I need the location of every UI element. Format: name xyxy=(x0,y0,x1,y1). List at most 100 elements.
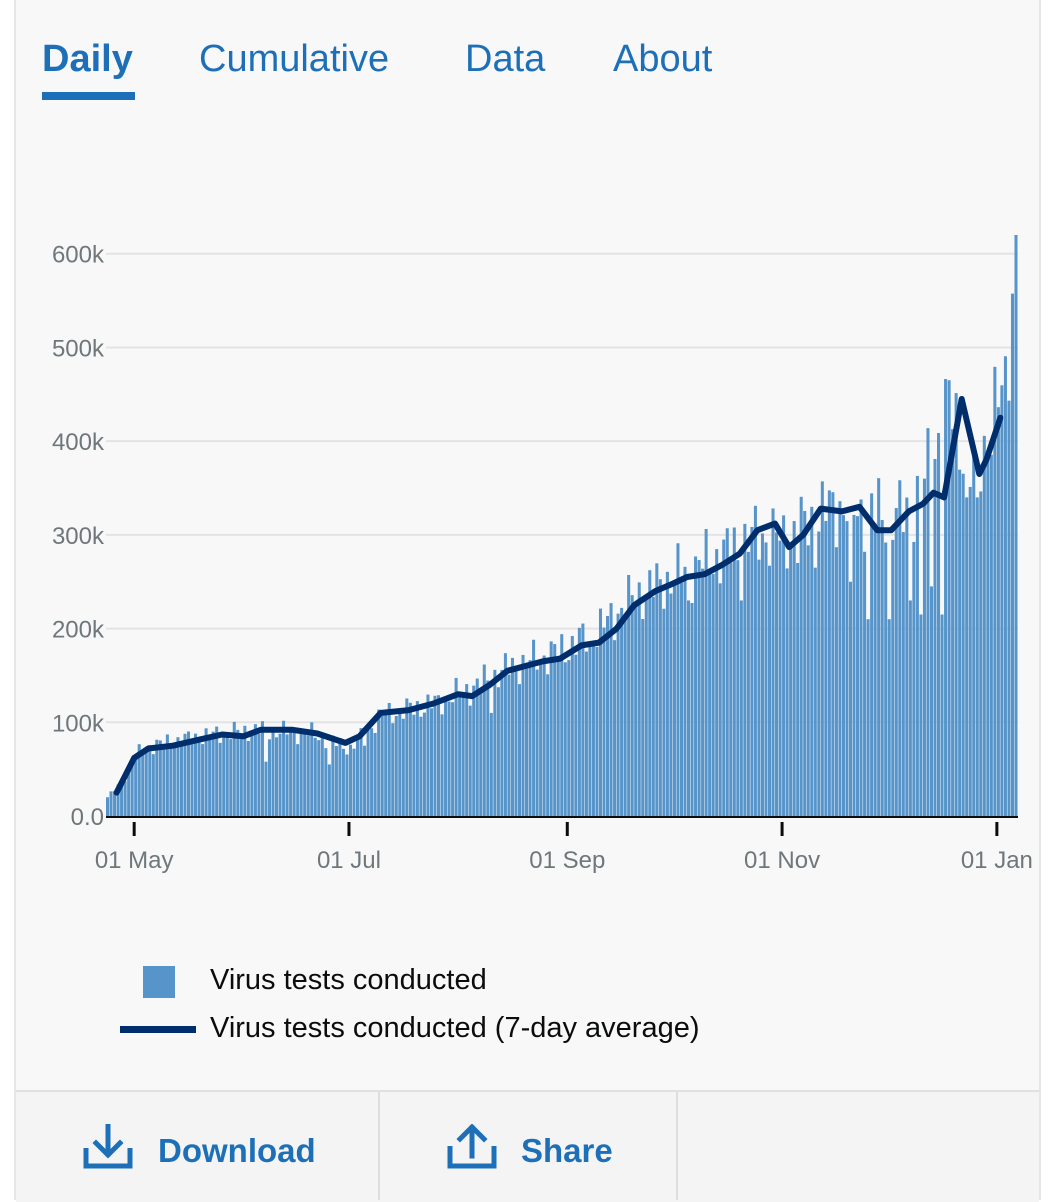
data-bar xyxy=(415,701,419,816)
tab-about[interactable]: About xyxy=(613,38,713,80)
data-bar xyxy=(250,733,254,816)
data-bar xyxy=(257,733,261,816)
data-bar xyxy=(296,744,300,816)
data-bar xyxy=(348,744,352,816)
data-bar xyxy=(165,734,169,816)
data-bar xyxy=(440,714,444,816)
tab-daily[interactable]: Daily xyxy=(42,38,133,80)
data-bar xyxy=(211,731,215,816)
tab-data[interactable]: Data xyxy=(465,38,546,80)
data-bar xyxy=(796,562,800,816)
data-bar xyxy=(405,698,409,816)
data-bar xyxy=(123,781,127,816)
data-bar xyxy=(718,583,722,816)
data-bar xyxy=(894,508,898,816)
data-bar xyxy=(134,755,138,816)
data-bar xyxy=(356,738,360,816)
data-bar xyxy=(517,684,522,816)
data-bar xyxy=(151,754,155,816)
data-bar xyxy=(613,640,617,816)
download-label: Download xyxy=(158,1132,316,1169)
data-bar xyxy=(704,529,708,816)
footer-actions: Download Share xyxy=(16,1090,1039,1202)
data-bar xyxy=(736,560,740,816)
data-bar xyxy=(186,731,191,816)
data-bar xyxy=(278,733,282,816)
data-bar xyxy=(130,763,134,816)
data-bar xyxy=(489,712,493,816)
data-bar xyxy=(479,688,483,816)
data-bar xyxy=(996,407,1000,816)
data-bar xyxy=(412,714,416,816)
data-bar xyxy=(507,674,511,816)
data-bar xyxy=(905,497,909,816)
data-bar xyxy=(771,508,775,816)
data-bar xyxy=(975,497,979,816)
data-bar xyxy=(598,608,602,816)
data-bar xyxy=(292,730,296,816)
data-bar xyxy=(870,493,874,816)
data-bar xyxy=(683,566,687,816)
share-button[interactable]: Share xyxy=(380,1092,678,1200)
data-bar xyxy=(204,728,208,816)
data-bar xyxy=(810,506,814,816)
data-bar xyxy=(271,727,275,816)
data-bar xyxy=(644,595,648,816)
data-bar xyxy=(866,619,870,816)
data-bar xyxy=(155,739,159,816)
data-bar xyxy=(584,651,588,816)
average-line xyxy=(113,396,1004,796)
x-tick-label: 01 Nov xyxy=(744,847,820,874)
tab-cumulative[interactable]: Cumulative xyxy=(199,38,390,80)
data-bar xyxy=(746,551,750,816)
data-bar xyxy=(528,660,532,816)
data-bar xyxy=(433,695,437,816)
data-bar xyxy=(922,478,926,816)
data-bar xyxy=(901,532,905,816)
data-bar xyxy=(581,623,585,816)
data-bar xyxy=(408,702,412,816)
data-bar xyxy=(616,613,620,816)
data-bar xyxy=(310,722,314,816)
data-bar xyxy=(394,716,398,816)
data-bar xyxy=(239,734,243,816)
data-bar xyxy=(380,713,384,816)
data-bar xyxy=(127,766,131,816)
data-bar xyxy=(873,523,877,816)
data-bar xyxy=(588,642,592,816)
data-bar xyxy=(267,739,272,816)
data-bar xyxy=(317,740,321,816)
data-bar xyxy=(327,764,331,816)
chart-panel: Daily Cumulative Data About 0.0 100k 200k 3… xyxy=(14,0,1041,1202)
y-tick-label: 100k xyxy=(52,710,105,737)
data-bar xyxy=(282,720,286,816)
data-bar xyxy=(243,725,247,816)
data-bar xyxy=(831,492,835,816)
legend-line-label: Virus tests conducted (7-day average) xyxy=(210,1012,700,1044)
legend-bar-label: Virus tests conducted xyxy=(210,964,487,996)
data-bar xyxy=(908,600,912,816)
data-bar xyxy=(313,737,317,816)
data-bar xyxy=(377,709,381,816)
tab-bar: Daily Cumulative Data About xyxy=(16,0,1039,110)
data-bar xyxy=(937,433,941,816)
data-bar xyxy=(775,532,779,816)
data-bar xyxy=(285,734,289,816)
data-bar xyxy=(567,660,571,816)
data-bar xyxy=(144,748,148,816)
data-bar xyxy=(641,619,645,816)
data-bar xyxy=(475,678,479,816)
data-bar xyxy=(722,539,726,816)
data-bar xyxy=(172,746,176,816)
x-tick-label: 01 Jan xyxy=(961,847,1033,874)
data-bar xyxy=(535,669,539,816)
data-bar xyxy=(827,490,831,816)
data-bar xyxy=(760,533,764,816)
data-bar xyxy=(384,713,388,816)
data-bar xyxy=(708,572,712,816)
data-bar xyxy=(852,514,856,816)
data-bar xyxy=(215,726,219,816)
download-button[interactable]: Download xyxy=(16,1092,380,1200)
data-bar xyxy=(570,635,574,816)
data-bar xyxy=(940,614,944,816)
